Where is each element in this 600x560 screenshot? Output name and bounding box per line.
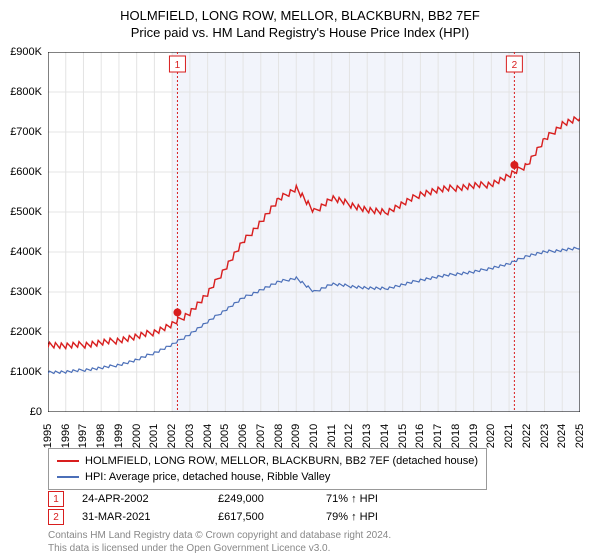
page: HOLMFIELD, LONG ROW, MELLOR, BLACKBURN, …: [0, 0, 600, 560]
x-tick-label: 2025: [574, 424, 586, 448]
svg-text:2: 2: [512, 60, 518, 71]
x-tick-label: 1995: [42, 424, 54, 448]
x-tick-label: 2018: [450, 424, 462, 448]
x-tick-label: 2005: [219, 424, 231, 448]
x-tick-label: 2021: [503, 424, 515, 448]
y-tick-label: £100K: [10, 366, 42, 378]
x-tick-label: 2011: [326, 424, 338, 448]
y-tick-label: £0: [30, 406, 42, 418]
y-tick-label: £800K: [10, 86, 42, 98]
sale-marker-box: 2: [48, 509, 64, 525]
line-chart: 12: [48, 52, 580, 412]
x-tick-label: 2023: [539, 424, 551, 448]
sale-date: 31-MAR-2021: [82, 511, 200, 523]
x-tick-label: 2024: [556, 424, 568, 448]
sale-price: £617,500: [218, 511, 308, 523]
y-tick-label: £200K: [10, 326, 42, 338]
legend-label: HOLMFIELD, LONG ROW, MELLOR, BLACKBURN, …: [85, 455, 478, 467]
footer-line: This data is licensed under the Open Gov…: [48, 543, 391, 556]
x-tick-label: 2000: [131, 424, 143, 448]
x-tick-label: 2020: [485, 424, 497, 448]
legend: HOLMFIELD, LONG ROW, MELLOR, BLACKBURN, …: [48, 448, 487, 490]
x-tick-label: 2004: [202, 424, 214, 448]
x-tick-label: 2009: [290, 424, 302, 448]
x-tick-label: 1997: [77, 424, 89, 448]
legend-row: HOLMFIELD, LONG ROW, MELLOR, BLACKBURN, …: [57, 453, 478, 469]
x-tick-label: 1999: [113, 424, 125, 448]
x-tick-label: 2013: [361, 424, 373, 448]
y-tick-label: £500K: [10, 206, 42, 218]
sale-date: 24-APR-2002: [82, 493, 200, 505]
x-tick-label: 2015: [397, 424, 409, 448]
x-tick-label: 2007: [255, 424, 267, 448]
y-tick-label: £300K: [10, 286, 42, 298]
chart-title: HOLMFIELD, LONG ROW, MELLOR, BLACKBURN, …: [0, 0, 600, 23]
x-tick-label: 2019: [468, 424, 480, 448]
x-tick-label: 2003: [184, 424, 196, 448]
sale-row: 1 24-APR-2002 £249,000 71% ↑ HPI: [48, 490, 416, 508]
footer-attribution: Contains HM Land Registry data © Crown c…: [48, 530, 391, 555]
sale-row: 2 31-MAR-2021 £617,500 79% ↑ HPI: [48, 508, 416, 526]
sale-hpi: 71% ↑ HPI: [326, 493, 416, 505]
sale-marker-box: 1: [48, 491, 64, 507]
x-tick-label: 2022: [521, 424, 533, 448]
chart-subtitle: Price paid vs. HM Land Registry's House …: [0, 23, 600, 40]
legend-swatch: [57, 460, 79, 462]
x-tick-label: 2016: [414, 424, 426, 448]
y-tick-label: £900K: [10, 46, 42, 58]
legend-swatch: [57, 476, 79, 478]
y-tick-label: £400K: [10, 246, 42, 258]
x-tick-label: 2001: [148, 424, 160, 448]
x-tick-label: 2012: [343, 424, 355, 448]
sale-price: £249,000: [218, 493, 308, 505]
chart-area: 12 £0£100K£200K£300K£400K£500K£600K£700K…: [48, 52, 580, 412]
legend-row: HPI: Average price, detached house, Ribb…: [57, 469, 478, 485]
sales-table: 1 24-APR-2002 £249,000 71% ↑ HPI 2 31-MAR-202…: [48, 490, 416, 526]
x-tick-label: 1998: [95, 424, 107, 448]
x-tick-label: 2006: [237, 424, 249, 448]
x-tick-label: 2008: [273, 424, 285, 448]
y-tick-label: £700K: [10, 126, 42, 138]
footer-line: Contains HM Land Registry data © Crown c…: [48, 530, 391, 543]
sale-hpi: 79% ↑ HPI: [326, 511, 416, 523]
x-tick-label: 1996: [60, 424, 72, 448]
x-tick-label: 2002: [166, 424, 178, 448]
y-tick-label: £600K: [10, 166, 42, 178]
legend-label: HPI: Average price, detached house, Ribb…: [85, 471, 330, 483]
svg-text:1: 1: [175, 60, 181, 71]
x-tick-label: 2010: [308, 424, 320, 448]
x-tick-label: 2017: [432, 424, 444, 448]
x-tick-label: 2014: [379, 424, 391, 448]
